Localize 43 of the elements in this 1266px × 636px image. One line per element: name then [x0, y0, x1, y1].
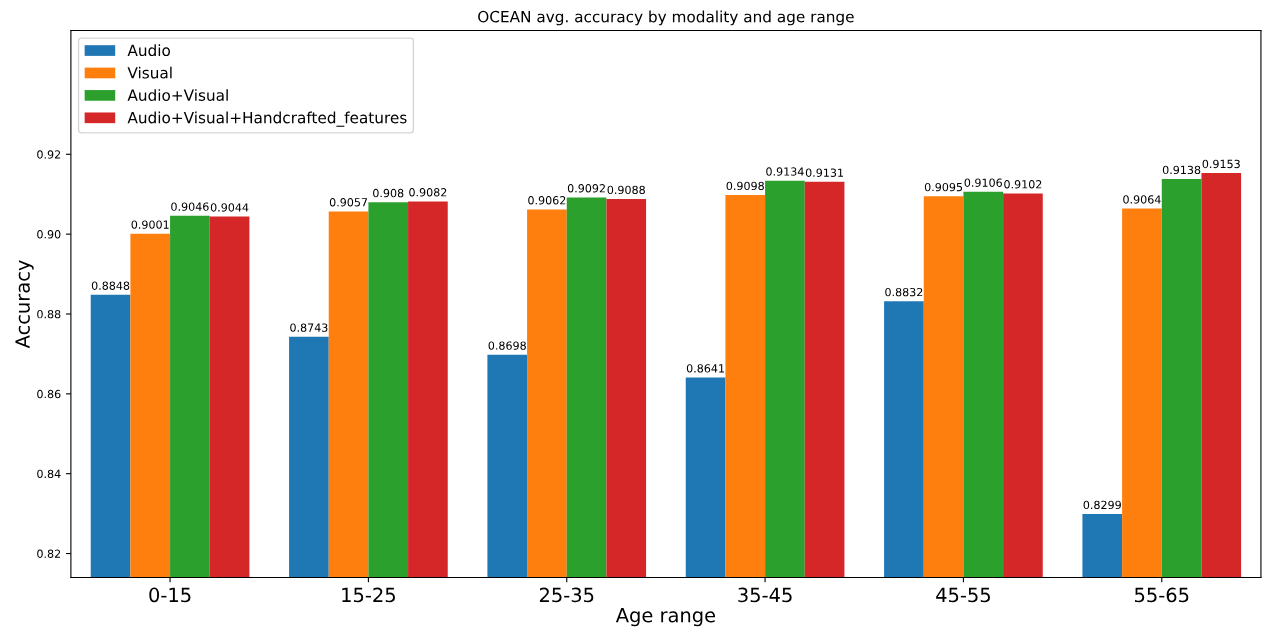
data-label: 0.9131 [805, 168, 843, 177]
data-label: 0.9082 [409, 188, 447, 197]
data-label: 0.908 [373, 188, 404, 198]
y-tick-label: 0.84 [37, 469, 61, 479]
data-label: 0.9106 [964, 178, 1002, 187]
y-tick-label: 0.92 [37, 150, 61, 159]
y-axis-title: Accuracy [15, 260, 34, 349]
x-tick-label: 35-45 [738, 587, 792, 603]
x-tick-label: 45-55 [936, 587, 990, 603]
legend-label: Audio [127, 44, 171, 57]
x-tick-label: 55-65 [1135, 587, 1189, 603]
legend-label: Visual [127, 66, 172, 79]
data-label: 0.8299 [1083, 500, 1121, 510]
data-label: 0.9088 [607, 185, 645, 195]
data-label: 0.9102 [1004, 180, 1042, 189]
data-label: 0.9092 [567, 184, 605, 193]
legend-label: Audio+Visual+Handcrafted_features [127, 111, 407, 127]
data-label: 0.8743 [290, 323, 328, 332]
data-label: 0.9134 [766, 167, 804, 176]
data-label: 0.9095 [924, 182, 963, 192]
legend-label: Audio+Visual [127, 89, 228, 101]
data-label: 0.8698 [488, 341, 526, 350]
data-label: 0.9057 [329, 198, 368, 207]
data-label: 0.9098 [726, 181, 764, 191]
x-tick-label: 25-35 [539, 587, 594, 603]
y-tick-label: 0.82 [37, 549, 61, 558]
x-tick-label: 0-15 [149, 587, 191, 603]
data-label: 0.9138 [1162, 165, 1201, 175]
data-label: 0.9044 [210, 203, 249, 212]
x-axis-title: Age range [615, 608, 716, 627]
y-tick-label: 0.88 [37, 309, 61, 319]
data-label: 0.9064 [1123, 195, 1161, 204]
y-tick-label: 0.86 [37, 389, 61, 399]
data-label: 0.8641 [686, 364, 724, 373]
x-tick-label: 15-25 [342, 587, 395, 603]
data-label: 0.9001 [131, 220, 169, 229]
data-label: 0.9062 [528, 196, 566, 205]
data-label: 0.9046 [171, 202, 209, 211]
y-tick-label: 0.90 [37, 230, 61, 239]
data-label: 0.8848 [91, 281, 130, 290]
chart-title: OCEAN avg. accuracy by modality and age range [478, 10, 854, 26]
data-label: 0.9153 [1202, 159, 1240, 169]
data-label: 0.8832 [885, 287, 923, 297]
